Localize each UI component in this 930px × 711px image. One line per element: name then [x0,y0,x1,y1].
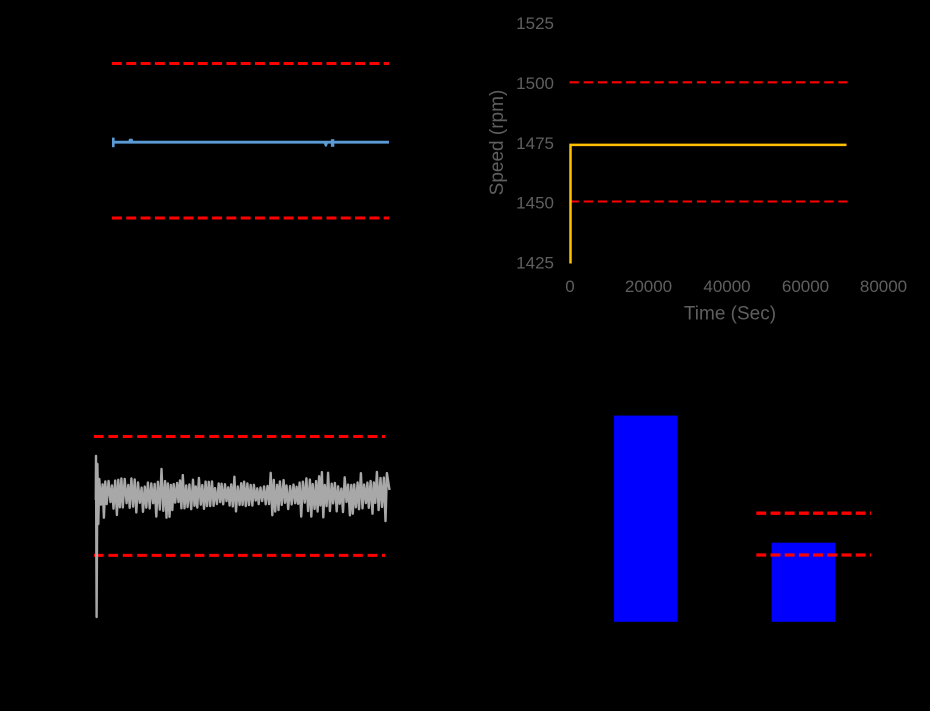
svg-text:1425: 1425 [516,254,554,273]
svg-text:40000: 40000 [703,277,750,296]
svg-text:0: 0 [565,277,574,296]
svg-text:Speed (rpm): Speed (rpm) [487,90,508,196]
svg-text:1450: 1450 [516,194,554,213]
svg-text:80000: 80000 [860,277,907,296]
svg-text:60000: 60000 [782,277,829,296]
svg-text:Time (Sec): Time (Sec) [684,304,776,325]
svg-text:1500: 1500 [516,74,554,93]
svg-text:1475: 1475 [516,134,554,153]
svg-text:1525: 1525 [516,14,554,33]
svg-text:20000: 20000 [625,277,672,296]
